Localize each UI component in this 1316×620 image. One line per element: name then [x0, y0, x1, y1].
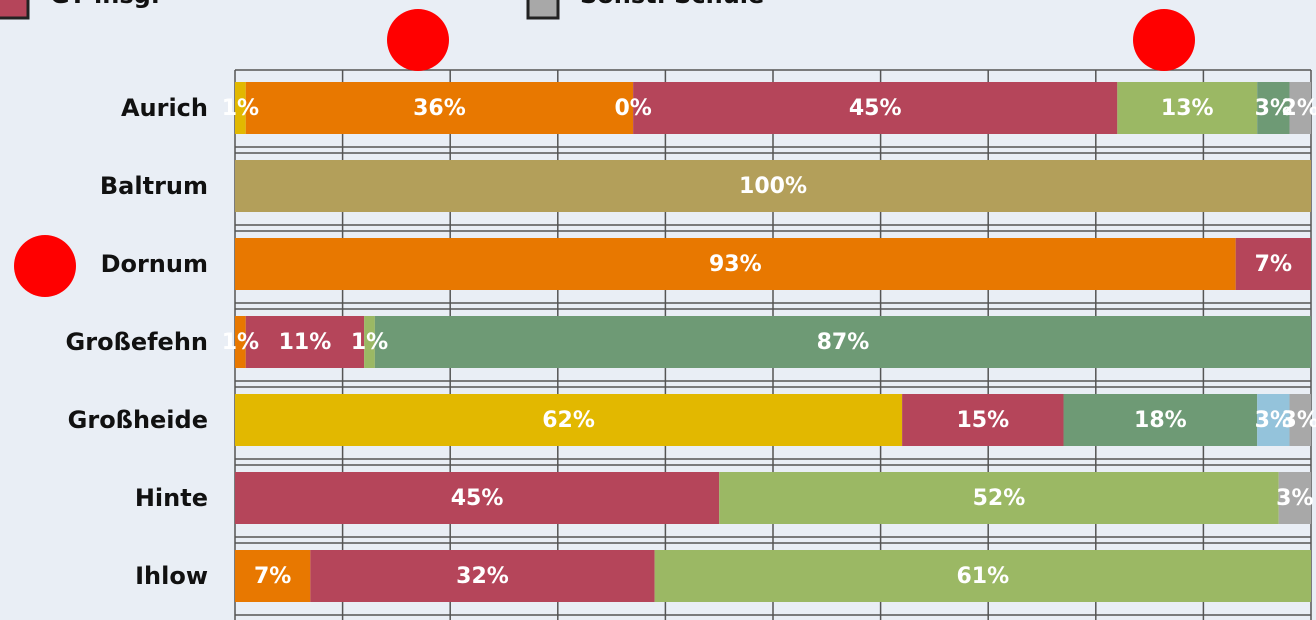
- value-label: 3%: [1255, 408, 1292, 433]
- value-label: 13%: [1161, 96, 1214, 121]
- category-label: Ihlow: [135, 562, 208, 590]
- legend-label: Sonst. Schule: [580, 0, 764, 9]
- bar-segment: [245, 82, 634, 134]
- value-label: 3%: [1255, 96, 1292, 121]
- category-label: Hinte: [135, 484, 208, 512]
- bar-segment: [719, 472, 1279, 524]
- value-label: 3%: [1282, 408, 1316, 433]
- bar-segment: [235, 82, 246, 134]
- value-label: 2%: [1282, 96, 1316, 121]
- bar-segment: [235, 472, 720, 524]
- bar-segment: [1257, 394, 1290, 446]
- bar-segment: [1063, 394, 1258, 446]
- bar-segment: [654, 550, 1311, 602]
- category-label: Dornum: [101, 250, 208, 278]
- marker-dot: [14, 235, 76, 297]
- value-label: 87%: [817, 330, 870, 355]
- value-label: 62%: [542, 408, 595, 433]
- legend-label: GT insg.: [50, 0, 160, 9]
- bar-segment: [1235, 238, 1311, 290]
- value-label: 52%: [973, 486, 1026, 511]
- bar-segment: [1257, 82, 1290, 134]
- value-label: 45%: [849, 96, 902, 121]
- bar-segment: [1289, 394, 1311, 446]
- bar-segment: [1278, 472, 1311, 524]
- marker-dot: [1133, 9, 1195, 71]
- bar-segment: [1289, 82, 1311, 134]
- bar-segment: [310, 550, 655, 602]
- bar-segment: [235, 394, 903, 446]
- legend-swatch: [526, 0, 560, 20]
- category-label: Großheide: [68, 406, 208, 434]
- value-label: 3%: [1276, 486, 1313, 511]
- category-label: Großefehn: [66, 328, 208, 356]
- value-label: 93%: [709, 252, 762, 277]
- bar-segment: [235, 316, 246, 368]
- value-label: 0%: [614, 96, 651, 121]
- bar-segment: [364, 316, 375, 368]
- value-label: 100%: [739, 174, 807, 199]
- value-label: 15%: [956, 408, 1009, 433]
- annotation-dots: [14, 9, 1195, 297]
- value-label: 61%: [956, 564, 1009, 589]
- value-label: 7%: [254, 564, 291, 589]
- value-label: 36%: [413, 96, 466, 121]
- category-label: Aurich: [121, 94, 208, 122]
- marker-dot: [387, 9, 449, 71]
- value-label: 45%: [451, 486, 504, 511]
- bar-segment: [245, 316, 365, 368]
- value-label: 1%: [351, 330, 388, 355]
- legend-swatch: [0, 0, 30, 20]
- category-label: Baltrum: [100, 172, 208, 200]
- bar-segment: [633, 82, 1118, 134]
- value-label: 1%: [222, 96, 259, 121]
- value-label: 11%: [279, 330, 332, 355]
- bar-segment: [902, 394, 1064, 446]
- value-label: 1%: [222, 330, 259, 355]
- bar-segment: [1117, 82, 1258, 134]
- bar-segment: [235, 160, 1311, 212]
- bar-segment: [235, 550, 311, 602]
- bar-segment: [235, 238, 1236, 290]
- value-label: 32%: [456, 564, 509, 589]
- bar-segment: [374, 316, 1311, 368]
- value-label: 18%: [1134, 408, 1187, 433]
- value-label: 7%: [1255, 252, 1292, 277]
